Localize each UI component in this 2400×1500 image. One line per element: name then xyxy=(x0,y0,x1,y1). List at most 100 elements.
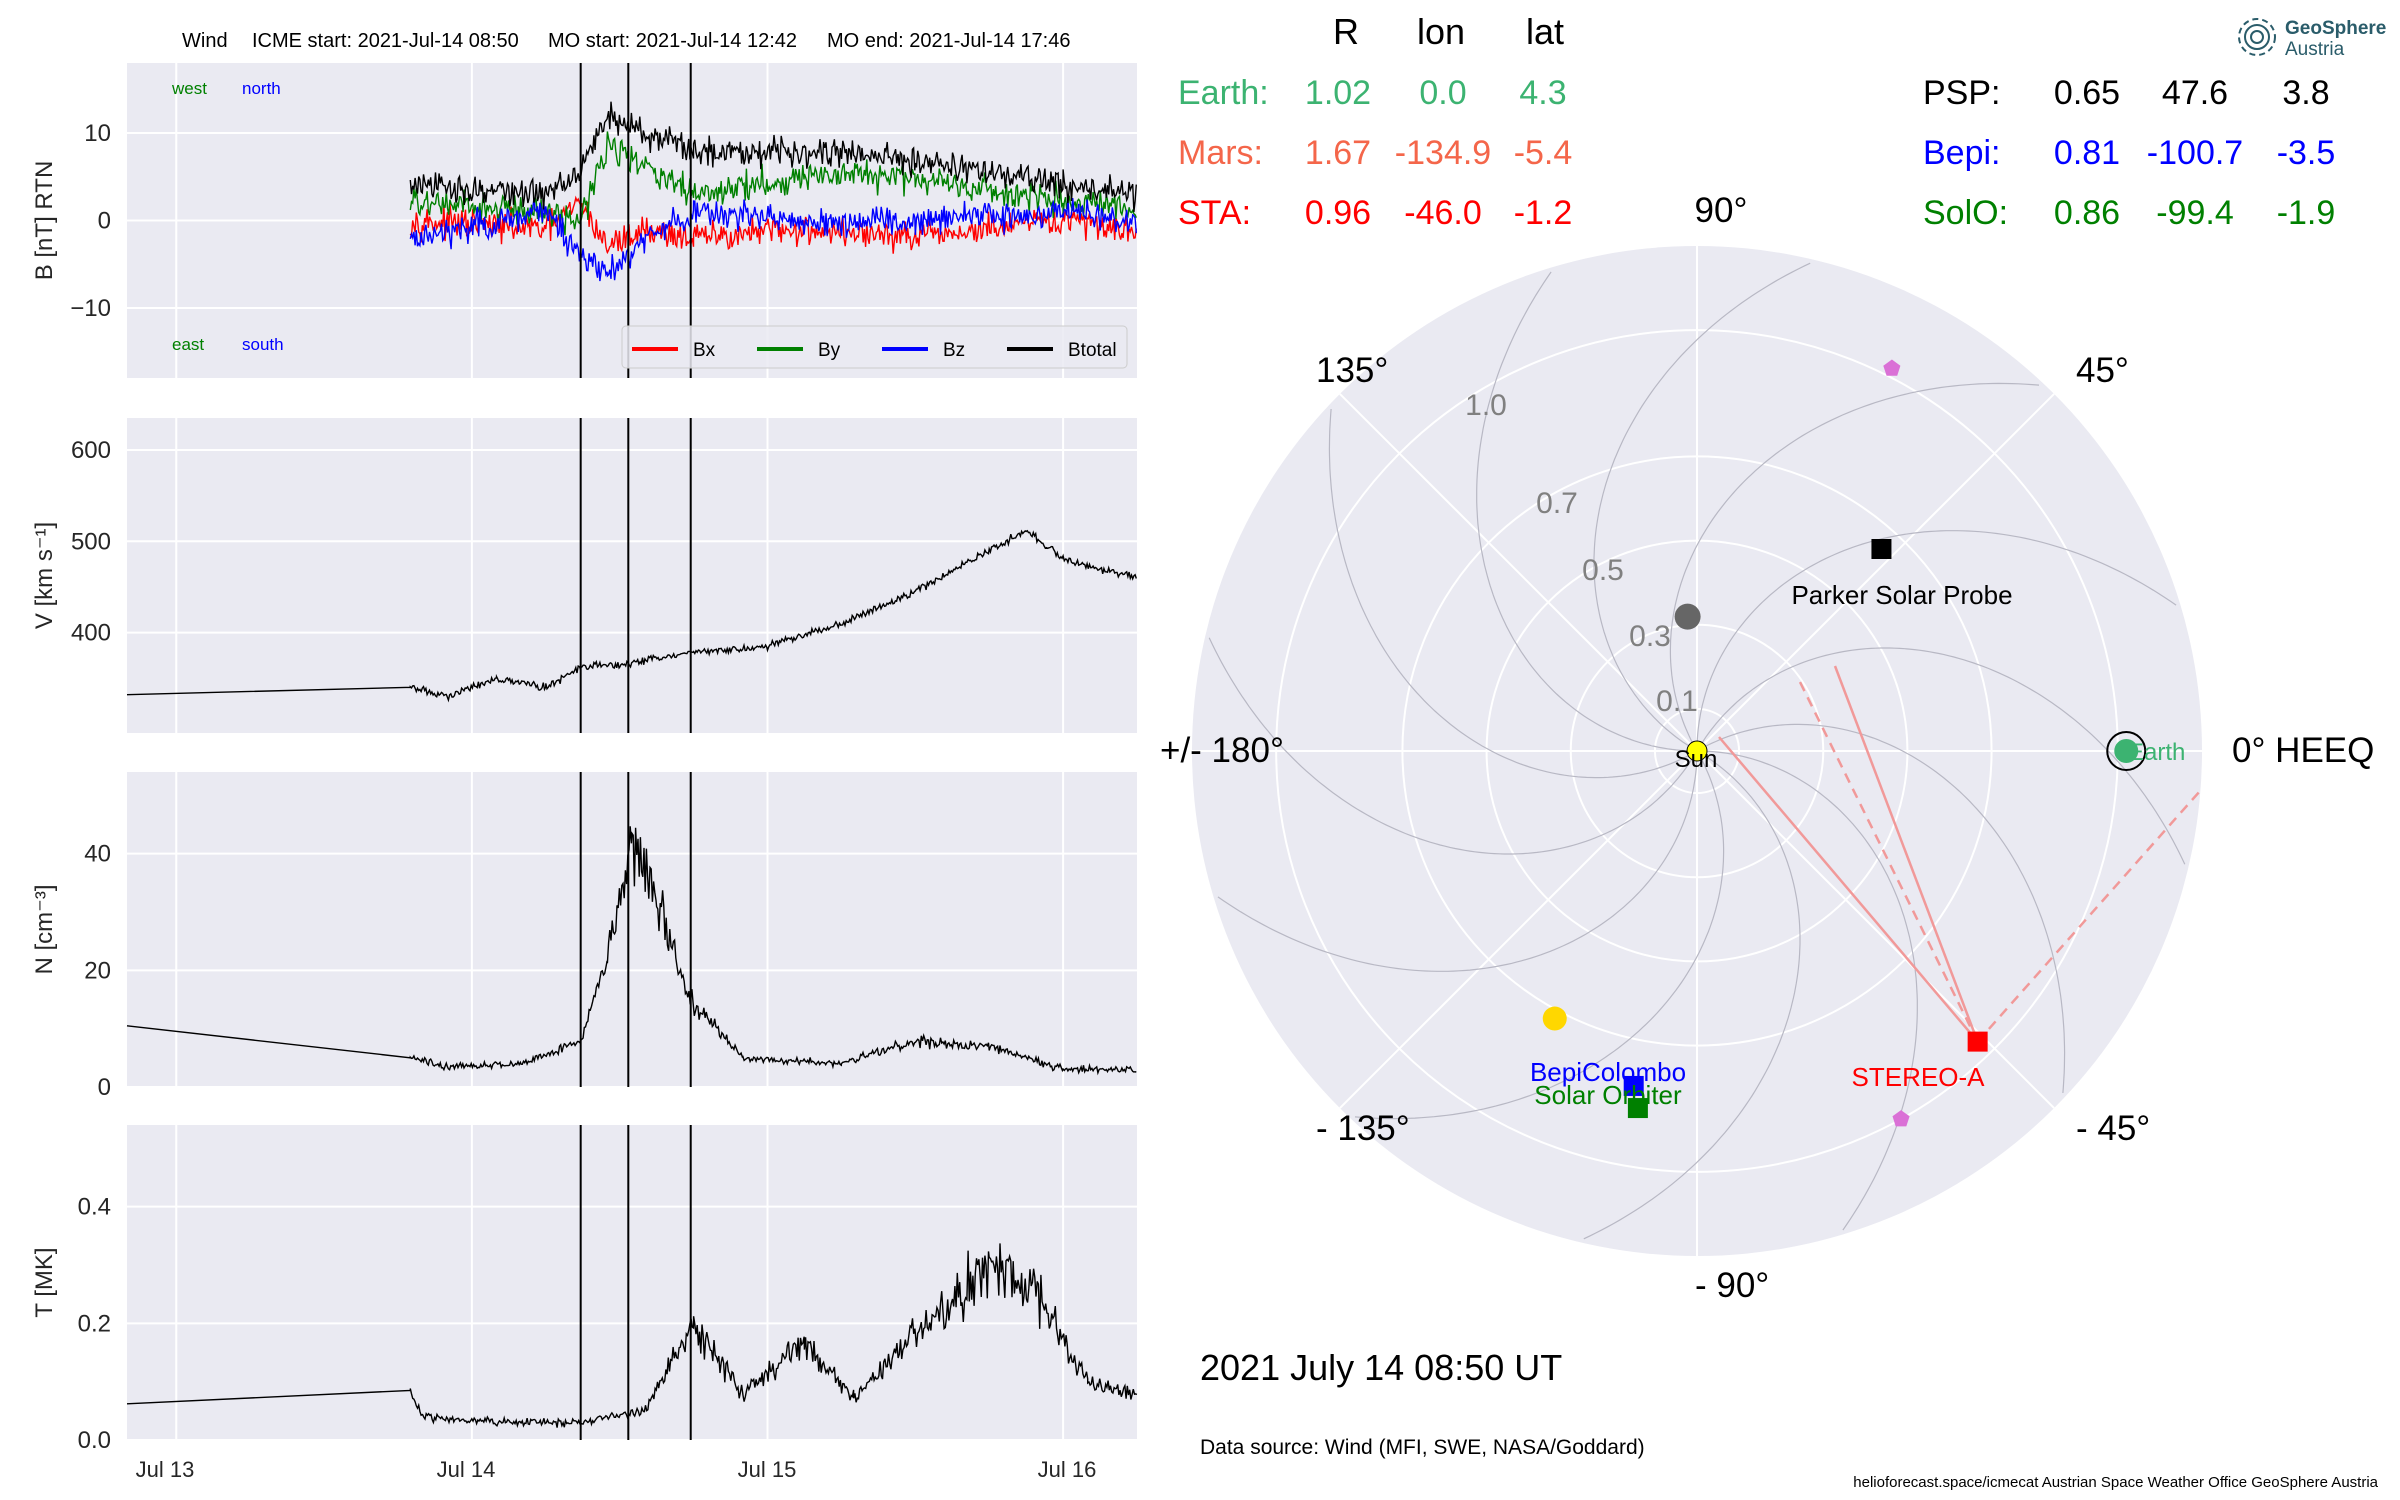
angle-label-0: 0° HEEQ xyxy=(2232,731,2374,770)
parker-spiral xyxy=(1476,271,1689,752)
sta-connection-line xyxy=(1718,736,1979,1043)
y-tick-label: 0 xyxy=(98,208,111,235)
y-tick-label: 10 xyxy=(84,120,111,147)
row-sta-lat: -1.2 xyxy=(1514,194,1573,232)
series-line-t xyxy=(126,1243,1138,1429)
west-label: west xyxy=(171,79,207,98)
mo-start-label: MO start: 2021-Jul-14 12:42 xyxy=(548,30,797,52)
y-tick-label: 500 xyxy=(71,528,111,555)
x-tick-label: Jul 15 xyxy=(738,1457,797,1482)
row-psp-lat: 3.8 xyxy=(2282,74,2329,112)
plot-area xyxy=(127,1125,1137,1440)
logo-text-line2: Austria xyxy=(2285,39,2345,60)
angle-label-minus135: - 135° xyxy=(1316,1109,1410,1148)
row-solo-lat: -1.9 xyxy=(2277,194,2336,232)
parker-spiral xyxy=(1208,637,1694,855)
angle-label-minus90: - 90° xyxy=(1695,1266,1769,1305)
row-mars-name: Mars: xyxy=(1178,134,1263,172)
sun-marker xyxy=(1686,740,1708,762)
y-tick-label: −10 xyxy=(70,295,111,322)
bepi-label: BepiColombo xyxy=(1530,1057,1686,1087)
row-earth-name: Earth: xyxy=(1178,74,1269,112)
x-tick-label: Jul 13 xyxy=(136,1457,195,1482)
legend-label-btotal: Btotal xyxy=(1068,340,1117,361)
time-axis: Jul 13 Jul 14 Jul 15 Jul 16 xyxy=(136,1457,1097,1482)
y-axis-label: B [nT] RTN xyxy=(31,161,58,281)
heliospheric-position-plot xyxy=(1192,246,2202,1256)
stereo-a-marker xyxy=(1967,1031,1988,1052)
mo-end-label: MO end: 2021-Jul-14 17:46 xyxy=(827,30,1071,52)
parker-spiral xyxy=(1696,530,2177,743)
polar-angle-labels: 0° HEEQ 45° 90° 135° +/- 180° - 135° - 9… xyxy=(1160,191,2374,1305)
solo-label: Solar Orbiter xyxy=(1534,1080,1682,1110)
series-line-n xyxy=(126,826,1137,1076)
y-axis-label: T [MK] xyxy=(31,1247,58,1317)
angular-grid-line xyxy=(1339,393,1698,752)
y-tick-label: 0 xyxy=(98,1074,111,1101)
legend-label-by: By xyxy=(818,340,841,361)
row-sta-r: 0.96 xyxy=(1305,194,1371,232)
series-line-v xyxy=(126,529,1137,703)
speed-panel: 400 500 600 V [km s⁻¹] xyxy=(31,418,1137,733)
row-sta-lon: -46.0 xyxy=(1404,194,1482,232)
row-mars-lon: -134.9 xyxy=(1395,134,1491,172)
row-bepi-lat: -3.5 xyxy=(2277,134,2336,172)
radial-label: 0.5 xyxy=(1582,554,1624,587)
angle-label-45: 45° xyxy=(2076,351,2129,390)
angle-label-90: 90° xyxy=(1695,191,1748,230)
y-axis-label: N [cm⁻³] xyxy=(31,885,58,975)
north-label: north xyxy=(242,79,281,98)
position-table: R lon lat Earth: 1.02 0.0 4.3 Mars: 1.67… xyxy=(1178,11,2335,232)
sta-connection-line-dashed xyxy=(1976,790,2201,1043)
sta-connection-line xyxy=(1833,665,1979,1043)
parker-spiral xyxy=(1704,723,2066,1094)
parker-spiral xyxy=(1583,754,1801,1240)
earth-ring xyxy=(2106,731,2147,771)
radial-label: 0.7 xyxy=(1536,487,1578,520)
row-earth-lon: 0.0 xyxy=(1419,74,1466,112)
earth-label: Earth xyxy=(2128,739,2185,766)
parker-spiral xyxy=(1328,408,1690,779)
row-psp-lon: 47.6 xyxy=(2162,74,2228,112)
plot-area xyxy=(127,772,1137,1087)
row-solo-r: 0.86 xyxy=(2054,194,2120,232)
series-line-btotal xyxy=(409,101,1137,212)
y-tick-label: 0.4 xyxy=(78,1194,111,1221)
parker-spiral xyxy=(1700,647,2186,865)
y-tick-label: 600 xyxy=(71,437,111,464)
row-psp-name: PSP: xyxy=(1923,74,2000,112)
y-tick-label: 0.2 xyxy=(78,1310,111,1337)
angle-label-135: 135° xyxy=(1316,351,1388,390)
row-bepi-r: 0.81 xyxy=(2054,134,2120,172)
table-header-lat: lat xyxy=(1526,11,1564,52)
south-label: south xyxy=(242,335,284,354)
row-solo-lon: -99.4 xyxy=(2156,194,2234,232)
row-sta-name: STA: xyxy=(1178,194,1251,232)
table-header-r: R xyxy=(1333,11,1359,52)
series-line-bz xyxy=(409,197,1137,282)
direction-labels: west north east south xyxy=(171,79,284,354)
angular-grid-line xyxy=(1696,750,2055,1109)
east-label: east xyxy=(172,335,204,354)
stereo-a-label: STEREO-A xyxy=(1852,1062,1986,1092)
radial-label: 0.1 xyxy=(1656,685,1698,718)
mercury-marker xyxy=(1674,603,1701,630)
row-earth-r: 1.02 xyxy=(1305,74,1371,112)
parker-spiral xyxy=(1669,382,2040,744)
polar-body-labels: Sun Earth STEREO-A Parker Solar Probe Be… xyxy=(1530,580,2185,1110)
bepicolombo-marker xyxy=(1623,1075,1644,1096)
y-axis-label: V [km s⁻¹] xyxy=(31,522,58,629)
row-earth-lat: 4.3 xyxy=(1519,74,1566,112)
x-tick-label: Jul 14 xyxy=(437,1457,496,1482)
radial-label: 0.3 xyxy=(1629,620,1671,653)
pentagon-marker xyxy=(1883,359,1901,376)
data-source-label: Data source: Wind (MFI, SWE, NASA/Goddar… xyxy=(1200,1436,1645,1459)
angle-label-minus45: - 45° xyxy=(2076,1109,2150,1148)
angle-label-180: +/- 180° xyxy=(1160,731,1284,770)
icme-start-label: ICME start: 2021-Jul-14 08:50 xyxy=(252,30,519,52)
angular-grid-line xyxy=(1696,393,2055,752)
row-mars-lat: -5.4 xyxy=(1514,134,1573,172)
y-tick-label: 400 xyxy=(71,620,111,647)
pentagon-marker xyxy=(1892,1110,1910,1127)
